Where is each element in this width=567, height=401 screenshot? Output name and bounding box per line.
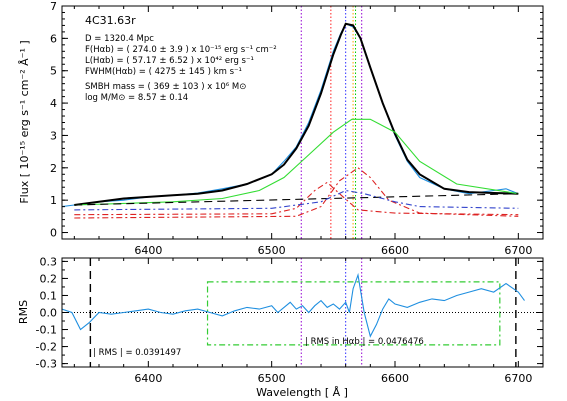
top-xtick-label-3: 6700	[504, 244, 532, 257]
bot-series-0	[61, 272, 525, 338]
bot-ytick-label-4: 0.1	[40, 289, 58, 302]
top-series-4	[74, 181, 519, 216]
top-ytick-label-7: 7	[50, 0, 57, 13]
top-series-2	[74, 118, 519, 206]
bot-ytick-label-2: -0.1	[36, 324, 57, 337]
bot-ytick-label-1: -0.2	[36, 341, 57, 354]
bot-ytick-label-5: 0.2	[40, 272, 58, 285]
top-series-6	[74, 189, 519, 211]
rms-halpha-annotation: | RMS in Hαb | = 0.0476476	[305, 337, 424, 347]
top-series-1	[74, 22, 519, 206]
bot-xtick-label-0: 6400	[134, 372, 162, 385]
top-series-3	[74, 193, 519, 206]
flux-annotation-1: F(Hαb) = ( 274.0 ± 3.9 ) x 10⁻¹⁵ erg s⁻¹…	[85, 45, 277, 55]
bot-ytick-label-3: 0.0	[40, 307, 58, 320]
top-ytick-label-6: 6	[50, 32, 57, 45]
top-series-5	[74, 167, 519, 219]
top-ytick-label-1: 1	[50, 194, 57, 207]
bot-ytick-label-6: 0.3	[40, 255, 58, 268]
bot-ytick-label-0: -0.3	[36, 358, 57, 371]
bot-xtick-label-3: 6700	[504, 372, 532, 385]
bot-xtick-label-1: 6500	[258, 372, 286, 385]
rms-panel: 6400 6500 6600 6700 -0.3 -0.2 -0.1 0.0 0.1 0.2 0.3…	[17, 255, 544, 399]
top-ytick-label-2: 2	[50, 162, 57, 175]
flux-annotation-4: SMBH mass = ( 369 ± 103 ) x 10⁶ M⊙	[85, 82, 246, 92]
top-ytick-label-5: 5	[50, 65, 57, 78]
flux-annotation-2: L(Hαb) = ( 57.17 ± 6.52 ) x 10⁴² erg s⁻¹	[85, 56, 254, 66]
flux-axis-label: Flux [ 10⁻¹⁵ erg s⁻¹ cm⁻² Å⁻¹ ]	[18, 40, 31, 203]
flux-annotation-5: log M/M⊙ = 8.57 ± 0.14	[85, 93, 188, 103]
flux-annotation-0: D = 1320.4 Mpc	[85, 34, 154, 44]
top-xtick-label-0: 6400	[134, 244, 162, 257]
top-xtick-label-2: 6600	[381, 244, 409, 257]
top-ytick-label-3: 3	[50, 129, 57, 142]
wavelength-axis-label: Wavelength [ Å ]	[256, 386, 348, 399]
rms-annotation: | RMS | = 0.0391497	[93, 348, 181, 358]
top-xtick-label-1: 6500	[258, 244, 286, 257]
flux-panel: 6400 6500 6600 6700 0 1 2 3 4 5 6 7 4C31.63r D = 13…	[18, 0, 544, 257]
halpha-window-box	[206, 281, 501, 346]
rms-axis-label: RMS	[17, 300, 30, 324]
flux-annotation-3: FWHM(Hαb) = ( 4275 ± 145 ) km s⁻¹	[85, 67, 242, 77]
top-ytick-label-4: 4	[50, 97, 57, 110]
top-ytick-label-0: 0	[50, 227, 57, 240]
bot-xtick-label-2: 6600	[381, 372, 409, 385]
chart-title: 4C31.63r	[85, 14, 136, 27]
